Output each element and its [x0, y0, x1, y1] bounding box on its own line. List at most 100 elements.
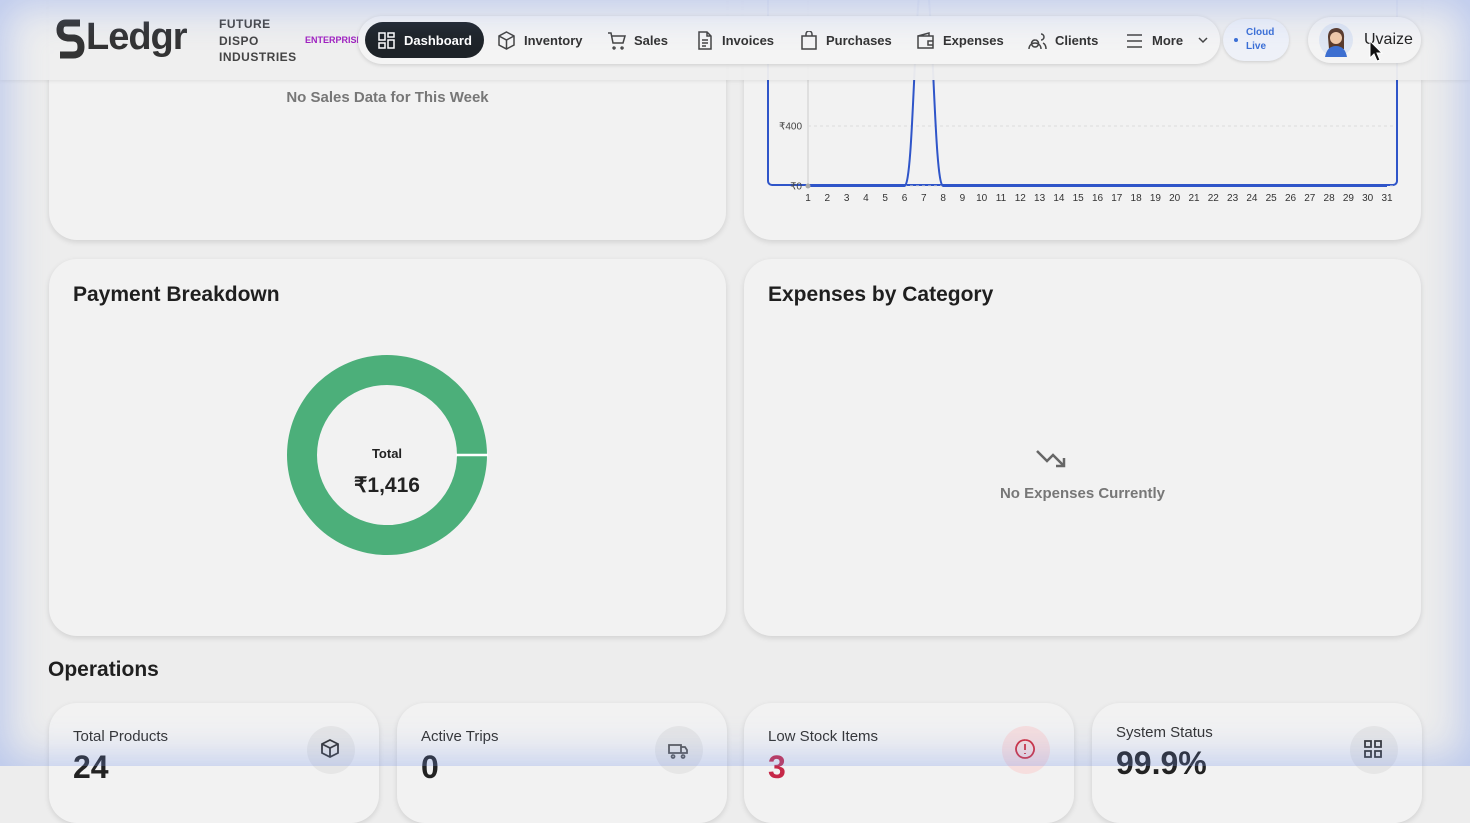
logo[interactable]: Ledgr: [56, 16, 188, 61]
dashboard: No Sales Data for This Week ₹0 ₹400 1 2 3 4 5 6…: [0, 0, 1470, 785]
header: Ledgr FUTURE DISPO INDUSTRIES ENTERPRISE…: [0, 0, 1470, 80]
cloud-status[interactable]: Cloud Live: [1223, 19, 1289, 61]
nav-icon: [608, 31, 626, 50]
x-tick-label: 13: [1034, 193, 1046, 204]
x-tick-label: 8: [940, 193, 946, 204]
x-tick-label: 30: [1362, 193, 1374, 204]
stat-value: 24: [73, 749, 109, 785]
icon-path: [801, 30, 817, 50]
stat-icon: [1350, 726, 1398, 774]
nav-item[interactable]: Purchases: [799, 22, 892, 58]
icon-path: [1028, 32, 1047, 49]
x-tick-label: 1: [805, 193, 811, 204]
company-line: INDUSTRIES: [219, 50, 297, 64]
status-dot: [1234, 38, 1238, 42]
center-value: ₹1,416: [354, 474, 420, 497]
icon-path: [668, 744, 688, 759]
x-tick-label: 26: [1285, 193, 1297, 204]
nav-item[interactable]: Expenses: [916, 22, 1004, 58]
icon-path: [608, 31, 626, 50]
x-tick-label: 19: [1150, 193, 1162, 204]
x-tick-label: 22: [1208, 193, 1220, 204]
nav-label: Sales: [634, 32, 668, 48]
icon-path: [917, 31, 934, 49]
icon-path: [378, 31, 395, 49]
status-line: Cloud: [1246, 27, 1275, 38]
logo-text: Ledgr: [86, 16, 188, 58]
stat-card: System Status 99.9%: [1092, 703, 1422, 823]
stat-label: Active Trips: [421, 728, 499, 745]
x-tick-label: 14: [1053, 193, 1065, 204]
nav-item[interactable]: Inventory: [497, 22, 583, 58]
nav-item[interactable]: Invoices: [695, 22, 774, 58]
nav-icon: [698, 30, 712, 50]
empty-message: No Expenses Currently: [999, 485, 1166, 502]
card-title: Expenses by Category: [768, 283, 994, 306]
x-tick-label: 24: [1246, 193, 1258, 204]
x-tick-label: 16: [1092, 193, 1104, 204]
x-tick-label: 31: [1381, 193, 1393, 204]
chevron: [1198, 37, 1208, 44]
icon-path: [1127, 33, 1142, 48]
nav-icon: [1127, 33, 1142, 48]
x-tick-label: 12: [1015, 193, 1027, 204]
nav-label: Invoices: [722, 32, 775, 48]
trend-down-icon: [1036, 450, 1066, 468]
nav-item[interactable]: Clients: [1028, 22, 1098, 58]
icon-path: [698, 30, 712, 50]
stat-label: System Status: [1116, 724, 1213, 741]
plan-badge: ENTERPRISE: [305, 35, 363, 45]
nav-label: Inventory: [524, 32, 583, 48]
x-tick-label: 17: [1111, 193, 1123, 204]
nav-label: Dashboard: [404, 32, 472, 48]
icon: [668, 744, 688, 759]
user-name: Uvaize: [1364, 31, 1413, 48]
company-line: DISPO: [219, 33, 259, 48]
nav-icon: [378, 31, 395, 49]
nav-label: Clients: [1055, 32, 1099, 48]
stat-icon: [1002, 726, 1050, 774]
stat-icon: [655, 726, 703, 774]
logo-mark: [56, 19, 85, 59]
user-menu[interactable]: Uvaize: [1308, 17, 1421, 63]
stat-card: Total Products 24: [49, 703, 379, 823]
nav-item[interactable]: More: [1125, 22, 1217, 58]
stat-label: Low Stock Items: [768, 728, 879, 745]
nav-icon: [917, 31, 934, 49]
company-name: FUTURE DISPO INDUSTRIES: [219, 16, 297, 66]
status-line: Live: [1246, 41, 1267, 52]
status-text: Cloud Live: [1246, 26, 1274, 54]
start-dot: [805, 183, 811, 189]
expenses-card: Expenses by Category No Expenses Current…: [744, 259, 1421, 636]
x-tick-label: 2: [825, 193, 831, 204]
x-tick-label: 10: [976, 193, 988, 204]
nav-label: Expenses: [943, 32, 1004, 48]
company-line: FUTURE: [219, 17, 271, 31]
y-tick-label: ₹0: [790, 182, 802, 193]
stat-value: 3: [768, 749, 786, 785]
page: Ledgr Dashboard { "header": { "logo": "L…: [0, 0, 1470, 785]
stat-value: 0: [421, 749, 439, 785]
section-title: Operations: [48, 658, 159, 681]
nav-icon: [801, 30, 817, 50]
icon: [1015, 739, 1035, 759]
chevron-path: [1198, 37, 1208, 44]
nav-bar: Dashboard Inventory Sales Invoices Purchases…: [358, 16, 1220, 64]
avatar: [1319, 23, 1353, 57]
icon-path: [1364, 740, 1382, 758]
x-tick-label: 21: [1188, 193, 1200, 204]
x-tick-label: 4: [863, 193, 869, 204]
nav-item[interactable]: Sales: [607, 22, 668, 58]
stat-card: Low Stock Items 3: [744, 703, 1074, 823]
nav-item[interactable]: Dashboard: [365, 22, 484, 58]
stat-label: Total Products: [73, 728, 169, 745]
nav-label: More: [1152, 32, 1184, 48]
icon-path: [1015, 739, 1035, 759]
icon-path: [321, 739, 339, 759]
donut-slice: [287, 355, 487, 555]
empty-message: No Sales Data for This Week: [286, 89, 489, 106]
x-tick-label: 7: [921, 193, 927, 204]
x-tick-label: 29: [1343, 193, 1355, 204]
x-tick-label: 3: [844, 193, 850, 204]
